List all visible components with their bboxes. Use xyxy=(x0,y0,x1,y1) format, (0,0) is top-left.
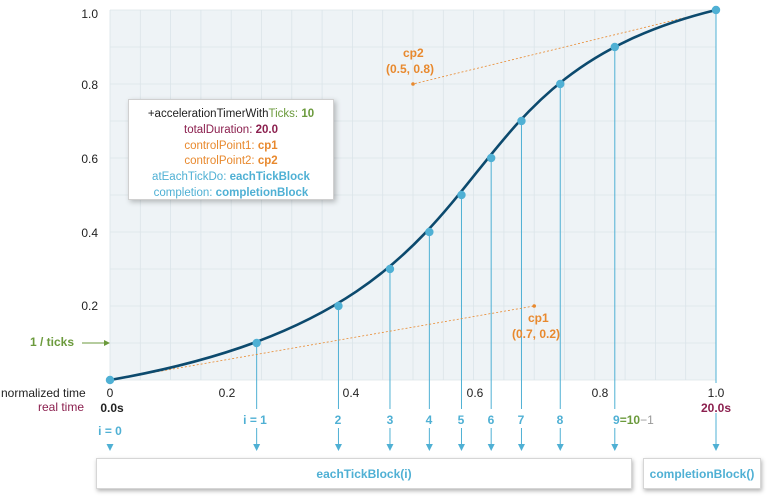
y-tick-label: 0.2 xyxy=(81,299,98,313)
cp1-label: cp1 xyxy=(528,311,549,325)
each-tick-line: atEachTickDo: eachTickBlock xyxy=(152,171,310,184)
x-tick-label: 0.4 xyxy=(342,386,360,400)
y-tick-label: 0.6 xyxy=(81,152,98,166)
completion-block: completionBlock() xyxy=(643,458,761,489)
end-point xyxy=(711,5,721,15)
y-tick-label: 0.4 xyxy=(81,226,98,240)
tick-guide-arrowhead xyxy=(253,444,261,451)
index-label: i = 1 xyxy=(243,413,267,427)
real-time-label: real time xyxy=(38,400,85,414)
tick-guide-arrowhead xyxy=(425,444,433,451)
tick-point xyxy=(385,264,395,274)
index-label: 7 xyxy=(517,413,525,427)
start-point xyxy=(105,375,115,385)
cp1-point xyxy=(532,304,536,308)
tick-point xyxy=(252,338,261,348)
tick-point xyxy=(334,301,343,311)
x-tick-label: 0 xyxy=(106,386,114,400)
ticks-marker-label: 1 / ticks xyxy=(30,335,75,349)
y-tick-label: 1.0 xyxy=(81,7,98,21)
index-label: i = 0 xyxy=(98,424,122,438)
x-tick-label: 1.0 xyxy=(707,386,725,400)
cp2-coords: (0.5, 0.8) xyxy=(386,62,435,76)
tick-guide-arrowhead xyxy=(334,444,342,451)
cp2-line: controlPoint2: cp2 xyxy=(184,155,278,168)
tick-guide-arrowhead xyxy=(386,444,394,451)
cp2-point xyxy=(411,82,415,86)
cp1-line: controlPoint1: cp1 xyxy=(184,139,278,152)
x-tick-label: 0.2 xyxy=(218,386,236,400)
tick-point xyxy=(556,79,565,89)
index-label: 3 xyxy=(386,413,394,427)
index-label: 2 xyxy=(334,413,342,427)
end-real-time: 20.0s xyxy=(700,401,732,415)
ticks-marker-arrowhead xyxy=(104,340,110,346)
tick-guide-arrowhead xyxy=(457,444,465,451)
minus-one-text: −1 xyxy=(640,413,654,427)
x-axis-label: normalized time xyxy=(1,386,86,400)
cp2-label: cp2 xyxy=(403,46,424,60)
tick-guide-arrowhead xyxy=(611,444,619,451)
ticks-count-text: 10 xyxy=(626,413,641,427)
cp1-coords: (0.7, 0.2) xyxy=(512,327,561,341)
start-real-time: 0.0s xyxy=(100,401,124,415)
tick-guides xyxy=(106,10,720,451)
method-signature-box: +accelerationTimerWithTicks: 10 totalDur… xyxy=(128,99,334,200)
last-index-label: 9=10−1 xyxy=(613,413,654,427)
tick-point xyxy=(457,190,466,200)
tick-points xyxy=(105,5,721,385)
x-tick-label: 0.6 xyxy=(466,386,484,400)
tick-point xyxy=(425,227,434,237)
start-arrowhead xyxy=(106,444,114,451)
x-tick-label: 0.8 xyxy=(591,386,609,400)
end-arrowhead xyxy=(712,444,720,451)
tick-point xyxy=(517,116,526,126)
tick-point xyxy=(610,42,619,52)
index-label: 5 xyxy=(457,413,465,427)
index-label: 8 xyxy=(556,413,564,427)
last-index-number: 9 xyxy=(613,413,620,427)
index-label: 4 xyxy=(425,413,433,427)
each-tick-block: eachTickBlock(i) xyxy=(96,458,632,489)
control-lines xyxy=(109,9,717,381)
y-tick-label: 0.8 xyxy=(81,78,98,92)
tick-guide-arrowhead xyxy=(556,444,564,451)
tick-guide-arrowhead xyxy=(487,444,495,451)
signature-line: +accelerationTimerWithTicks: 10 xyxy=(147,108,315,120)
tick-point xyxy=(486,153,496,163)
duration-line: totalDuration: 20.0 xyxy=(184,123,278,136)
tick-guide-arrowhead xyxy=(517,444,525,451)
index-label: 6 xyxy=(487,413,495,427)
completion-line: completion: completionBlock xyxy=(153,186,309,199)
